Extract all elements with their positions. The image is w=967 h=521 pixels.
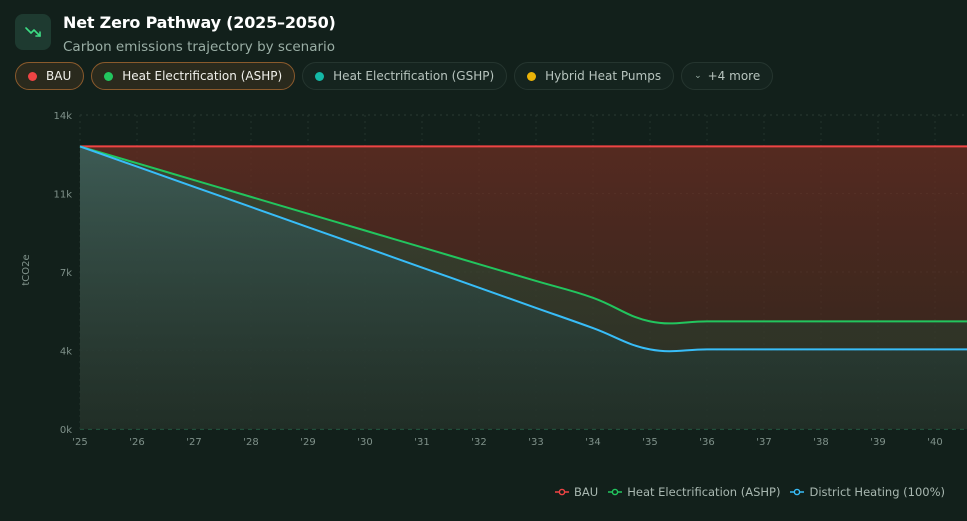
chart-legend: BAU Heat Electrification (ASHP) District… [555, 485, 945, 499]
y-tick-label: 11k [53, 190, 72, 201]
chip-bau[interactable]: BAU [15, 62, 85, 90]
x-tick-label: '31 [414, 437, 429, 448]
series-lines [79, 145, 967, 353]
legend-item-ashp[interactable]: Heat Electrification (ASHP) [608, 485, 780, 499]
chip-label: Heat Electrification (ASHP) [122, 69, 283, 83]
y-axis: 0k 4k 7k 11k 14k [53, 111, 72, 436]
x-tick-label: '32 [471, 437, 486, 448]
hybrid-color-dot [527, 71, 537, 81]
legend-label: District Heating (100%) [809, 485, 945, 499]
ashp-legend-marker [608, 488, 623, 496]
gshp-color-dot [315, 71, 325, 81]
x-tick-label: '40 [927, 437, 942, 448]
x-tick-label: '33 [528, 437, 543, 448]
ashp-color-dot [104, 71, 114, 81]
y-axis-label: tCO2e [21, 254, 32, 285]
x-tick-label: '37 [756, 437, 771, 448]
scenario-filter-chips: BAU Heat Electrification (ASHP) Heat Ele… [15, 62, 774, 90]
chip-label: +4 more [707, 69, 761, 83]
series-area [80, 146, 967, 429]
chip-label: Heat Electrification (GSHP) [333, 69, 495, 83]
y-tick-label: 0k [60, 425, 72, 436]
x-tick-label: '26 [129, 437, 144, 448]
chip-heat-electrification-gshp[interactable]: Heat Electrification (GSHP) [302, 62, 508, 90]
chart-header: Net Zero Pathway (2025–2050) Carbon emis… [15, 13, 336, 56]
chip-label: BAU [46, 69, 72, 83]
more-scenarios-button[interactable]: ⌄ +4 more [681, 62, 774, 90]
x-tick-label: '39 [870, 437, 885, 448]
x-tick-label: '27 [186, 437, 201, 448]
bau-color-dot [28, 71, 37, 81]
series-line[interactable] [79, 145, 967, 353]
bau-legend-marker [555, 488, 570, 496]
y-tick-label: 7k [60, 268, 72, 279]
legend-label: Heat Electrification (ASHP) [627, 485, 781, 499]
x-tick-label: '29 [300, 437, 315, 448]
legend-item-bau[interactable]: BAU [555, 485, 598, 499]
x-tick-label: '30 [357, 437, 372, 448]
y-tick-label: 14k [53, 111, 72, 122]
trending-down-icon [15, 14, 51, 50]
chip-label: Hybrid Heat Pumps [545, 69, 662, 83]
x-axis: '25 '26 '27 '28 '29 '30 '31 '32 '33 '34 '35 '36 '37 '… [72, 437, 942, 448]
x-tick-label: '38 [813, 437, 828, 448]
legend-item-district-heating[interactable]: District Heating (100%) [790, 485, 945, 499]
emissions-chart: 0k 4k 7k 11k 14k '25 '26 '27 '28 '29 '30 '31 '32 '33… [21, 111, 967, 448]
x-tick-label: '25 [72, 437, 87, 448]
chart-title: Net Zero Pathway (2025–2050) [63, 13, 336, 32]
x-tick-label: '28 [243, 437, 258, 448]
series-areas [80, 146, 967, 429]
chevron-down-icon: ⌄ [694, 71, 702, 81]
chart-subtitle: Carbon emissions trajectory by scenario [63, 39, 336, 55]
x-tick-label: '35 [642, 437, 657, 448]
y-tick-label: 4k [60, 347, 72, 358]
x-tick-label: '34 [585, 437, 600, 448]
district-heating-legend-marker [790, 488, 805, 496]
x-tick-label: '36 [699, 437, 714, 448]
series-line[interactable] [79, 145, 967, 325]
chip-hybrid-heat-pumps[interactable]: Hybrid Heat Pumps [514, 62, 675, 90]
chip-heat-electrification-ashp[interactable]: Heat Electrification (ASHP) [91, 62, 296, 90]
legend-label: BAU [574, 485, 599, 499]
